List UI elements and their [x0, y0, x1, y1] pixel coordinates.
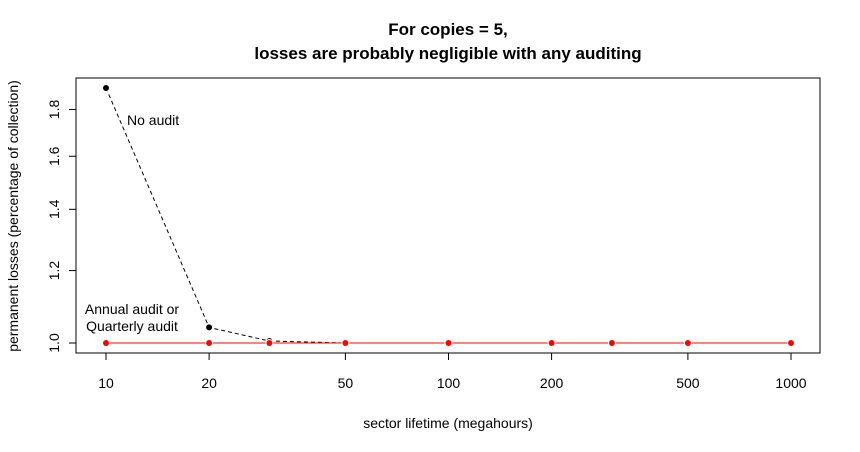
series-line-no-audit — [105, 87, 791, 344]
data-point — [684, 340, 691, 346]
x-tick-label: 50 — [338, 375, 354, 391]
data-point — [548, 340, 555, 346]
annotation-quarterly-audit: Quarterly audit — [86, 318, 178, 334]
series-layer — [102, 84, 795, 347]
x-tick-label: 1000 — [775, 375, 806, 391]
data-point — [206, 324, 213, 331]
data-point — [103, 340, 109, 346]
x-axis-label: sector lifetime (megahours) — [363, 415, 533, 431]
x-axis: 10 20 50 100 200 500 1000 — [98, 353, 807, 391]
x-tick-label: 10 — [98, 375, 114, 391]
chart-title-line-1: For copies = 5, — [388, 20, 508, 39]
data-point — [103, 85, 109, 91]
x-tick-label: 200 — [540, 375, 564, 391]
annotation-annual-audit: Annual audit or — [85, 301, 180, 317]
y-axis: 1.0 1.2 1.4 1.6 1.8 — [46, 100, 76, 353]
data-point — [608, 340, 615, 346]
y-axis-label: permanent losses (percentage of collecti… — [5, 80, 21, 352]
x-tick-label: 100 — [437, 375, 461, 391]
data-point — [445, 340, 452, 346]
annotation-no-audit: No audit — [127, 112, 179, 128]
x-tick-label: 20 — [201, 375, 217, 391]
data-point — [206, 340, 213, 346]
plot-frame — [75, 77, 821, 354]
data-point — [266, 340, 273, 346]
data-point — [342, 340, 349, 346]
y-tick-label: 1.8 — [46, 100, 62, 120]
y-tick-label: 1.4 — [46, 199, 62, 219]
y-tick-label: 1.6 — [46, 146, 62, 166]
x-tick-label: 500 — [676, 375, 700, 391]
chart-title-line-2: losses are probably negligible with any … — [254, 44, 641, 63]
data-point — [788, 340, 794, 346]
y-tick-label: 1.0 — [46, 333, 62, 353]
y-tick-label: 1.2 — [46, 261, 62, 281]
